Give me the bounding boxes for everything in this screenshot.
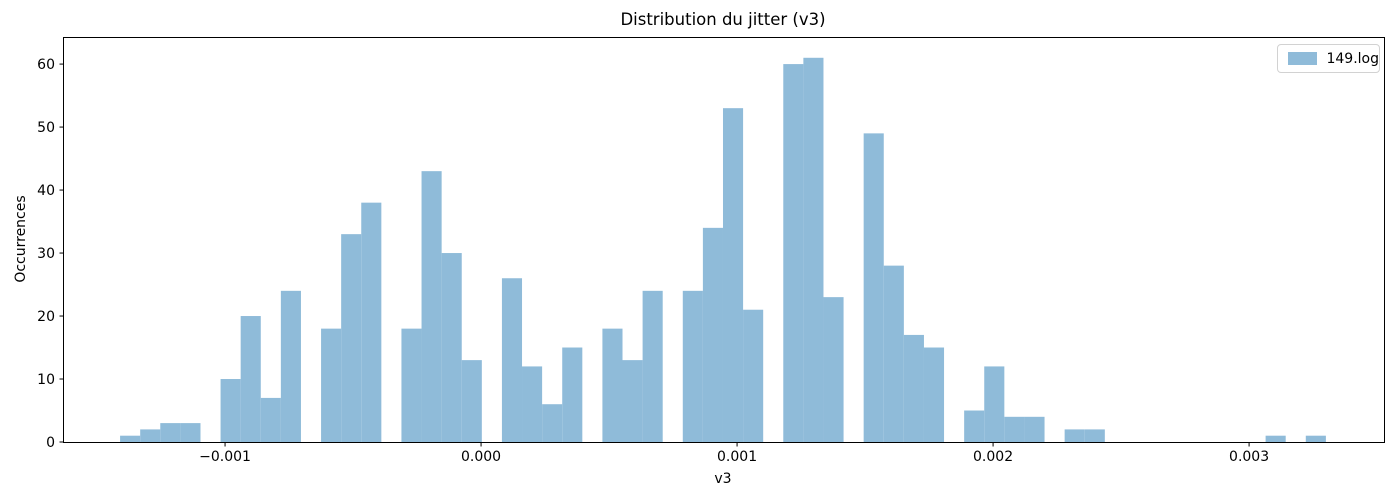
x-tick-label: 0.003 — [1229, 449, 1269, 465]
histogram-bar — [421, 171, 442, 442]
legend-label: 149.log — [1326, 50, 1379, 67]
y-tick-label: 10 — [37, 372, 55, 388]
histogram-bar — [542, 404, 563, 442]
histogram-bar — [140, 429, 161, 442]
y-tick-label: 40 — [37, 183, 55, 199]
chart-title: Distribution du jitter (v3) — [620, 10, 826, 29]
legend: 149.log — [1277, 44, 1380, 73]
x-tick-label: 0.002 — [973, 449, 1013, 465]
y-tick-label: 50 — [37, 120, 55, 136]
x-tick-label: −0.001 — [199, 449, 251, 465]
x-tick-label: 0.000 — [461, 449, 501, 465]
histogram-bar — [743, 309, 764, 442]
x-axis-label: v3 — [714, 471, 732, 487]
histogram-bar — [622, 360, 643, 442]
histogram-bar — [923, 347, 945, 442]
y-axis-label: Occurrences — [13, 195, 29, 283]
histogram-bar — [702, 227, 723, 442]
y-tick-label: 30 — [37, 246, 55, 262]
histogram-bar — [160, 423, 181, 442]
histogram-bar — [220, 379, 241, 442]
y-tick-label: 20 — [37, 309, 55, 325]
histogram-bar — [341, 234, 362, 442]
histogram-bar — [280, 290, 301, 442]
histogram-bar — [401, 328, 422, 442]
histogram-bar — [903, 334, 924, 442]
histogram-bar — [260, 397, 281, 442]
histogram-bar — [642, 290, 663, 442]
histogram-bar — [441, 253, 462, 442]
histogram-bar — [602, 328, 623, 442]
histogram-bar — [180, 423, 201, 442]
histogram-bar — [321, 328, 342, 442]
histogram-bar — [501, 278, 523, 442]
legend-swatch-icon — [1288, 52, 1318, 65]
histogram-bar — [823, 297, 844, 442]
histogram-bar — [964, 410, 985, 442]
y-tick-label: 0 — [46, 435, 55, 451]
histogram-bar — [722, 108, 744, 443]
histogram-bar — [1084, 429, 1105, 442]
histogram-bar — [461, 360, 482, 442]
histogram-bar — [522, 366, 543, 442]
y-tick-label: 60 — [37, 57, 55, 73]
plot-frame — [63, 37, 1385, 443]
histogram-bar — [361, 202, 382, 442]
histogram-bar — [240, 316, 261, 442]
histogram-bar — [984, 366, 1005, 442]
histogram-bar — [1064, 429, 1085, 442]
histogram-bar — [803, 57, 824, 442]
histogram-bar — [863, 133, 884, 442]
histogram-bar — [783, 64, 804, 442]
histogram-bar — [1305, 435, 1326, 442]
histogram-bar — [682, 290, 703, 442]
histogram-bar — [1024, 416, 1045, 442]
histogram-bar — [120, 435, 141, 442]
x-tick-label: 0.001 — [717, 449, 757, 465]
histogram-bar — [1265, 435, 1286, 442]
histogram-bar — [883, 265, 904, 442]
histogram-bar — [1004, 416, 1025, 442]
histogram-bar — [562, 347, 583, 442]
